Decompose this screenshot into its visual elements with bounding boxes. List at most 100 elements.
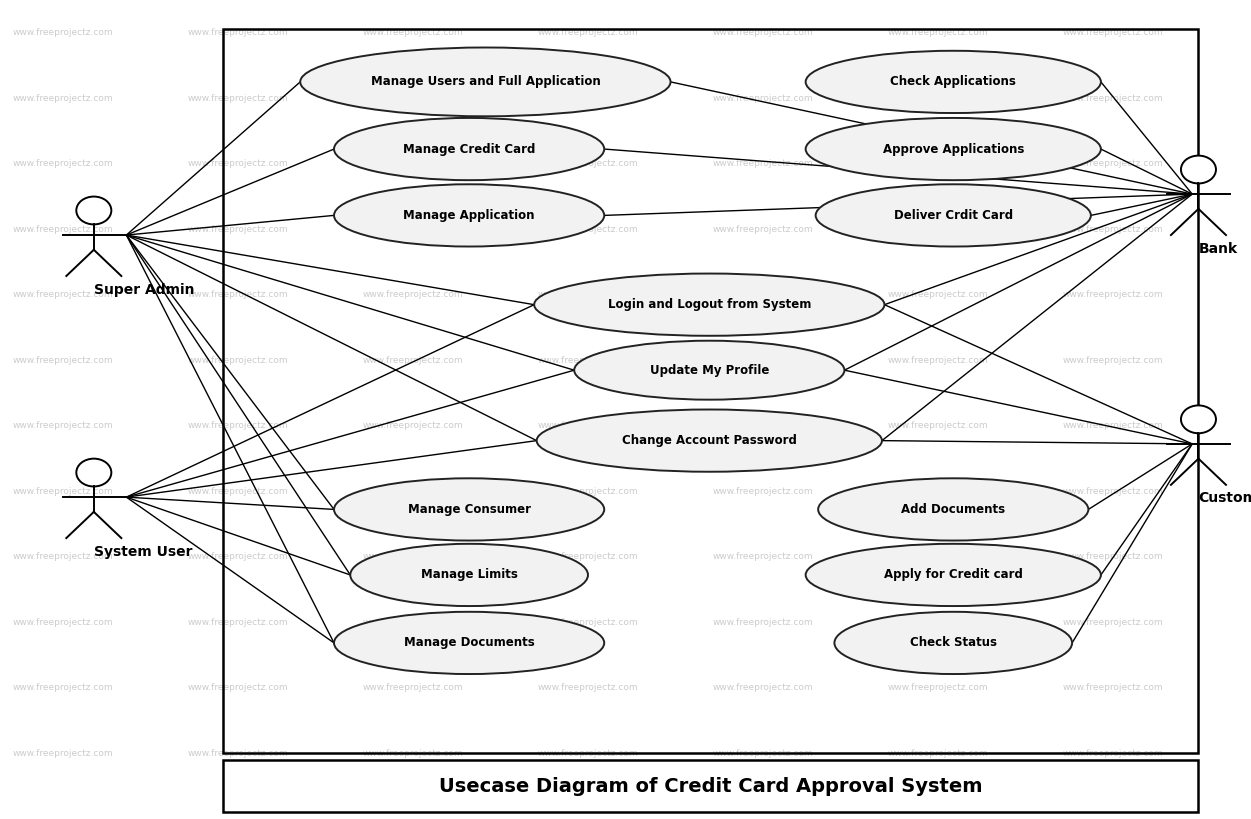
Text: www.freeprojectz.com: www.freeprojectz.com — [1063, 94, 1163, 102]
Text: www.freeprojectz.com: www.freeprojectz.com — [13, 618, 113, 627]
Text: Deliver Crdit Card: Deliver Crdit Card — [893, 209, 1013, 222]
Text: Change Account Password: Change Account Password — [622, 434, 797, 447]
Text: www.freeprojectz.com: www.freeprojectz.com — [363, 160, 463, 168]
Bar — [223, 760, 1198, 812]
Text: Check Applications: Check Applications — [891, 75, 1016, 88]
Text: www.freeprojectz.com: www.freeprojectz.com — [538, 422, 638, 430]
Text: www.freeprojectz.com: www.freeprojectz.com — [1063, 356, 1163, 364]
Text: www.freeprojectz.com: www.freeprojectz.com — [1063, 618, 1163, 627]
Text: www.freeprojectz.com: www.freeprojectz.com — [13, 487, 113, 495]
Text: www.freeprojectz.com: www.freeprojectz.com — [888, 618, 988, 627]
Ellipse shape — [816, 184, 1091, 247]
Text: www.freeprojectz.com: www.freeprojectz.com — [538, 29, 638, 37]
Text: www.freeprojectz.com: www.freeprojectz.com — [888, 356, 988, 364]
Text: www.freeprojectz.com: www.freeprojectz.com — [538, 356, 638, 364]
Text: www.freeprojectz.com: www.freeprojectz.com — [713, 684, 813, 692]
Text: www.freeprojectz.com: www.freeprojectz.com — [538, 553, 638, 561]
Text: www.freeprojectz.com: www.freeprojectz.com — [1063, 684, 1163, 692]
Text: www.freeprojectz.com: www.freeprojectz.com — [188, 356, 288, 364]
Text: www.freeprojectz.com: www.freeprojectz.com — [888, 94, 988, 102]
Ellipse shape — [806, 51, 1101, 113]
Ellipse shape — [537, 410, 882, 472]
Ellipse shape — [334, 478, 604, 541]
Text: www.freeprojectz.com: www.freeprojectz.com — [888, 422, 988, 430]
Text: www.freeprojectz.com: www.freeprojectz.com — [538, 487, 638, 495]
Ellipse shape — [76, 459, 111, 486]
Text: www.freeprojectz.com: www.freeprojectz.com — [1063, 749, 1163, 758]
Text: www.freeprojectz.com: www.freeprojectz.com — [888, 684, 988, 692]
Text: www.freeprojectz.com: www.freeprojectz.com — [713, 487, 813, 495]
Text: www.freeprojectz.com: www.freeprojectz.com — [13, 422, 113, 430]
Text: www.freeprojectz.com: www.freeprojectz.com — [363, 618, 463, 627]
Ellipse shape — [834, 612, 1072, 674]
Text: Apply for Credit card: Apply for Credit card — [883, 568, 1023, 581]
Text: www.freeprojectz.com: www.freeprojectz.com — [888, 160, 988, 168]
Text: www.freeprojectz.com: www.freeprojectz.com — [1063, 160, 1163, 168]
Text: www.freeprojectz.com: www.freeprojectz.com — [13, 94, 113, 102]
Text: www.freeprojectz.com: www.freeprojectz.com — [888, 225, 988, 233]
Ellipse shape — [818, 478, 1088, 541]
Text: www.freeprojectz.com: www.freeprojectz.com — [13, 291, 113, 299]
Text: www.freeprojectz.com: www.freeprojectz.com — [713, 29, 813, 37]
Text: Bank: Bank — [1198, 242, 1237, 256]
Text: www.freeprojectz.com: www.freeprojectz.com — [538, 291, 638, 299]
Ellipse shape — [76, 197, 111, 224]
Text: www.freeprojectz.com: www.freeprojectz.com — [1063, 291, 1163, 299]
Text: www.freeprojectz.com: www.freeprojectz.com — [188, 553, 288, 561]
Text: www.freeprojectz.com: www.freeprojectz.com — [1063, 422, 1163, 430]
Text: www.freeprojectz.com: www.freeprojectz.com — [13, 749, 113, 758]
Text: www.freeprojectz.com: www.freeprojectz.com — [538, 160, 638, 168]
Text: www.freeprojectz.com: www.freeprojectz.com — [13, 684, 113, 692]
Text: www.freeprojectz.com: www.freeprojectz.com — [188, 422, 288, 430]
Ellipse shape — [534, 274, 884, 336]
Text: www.freeprojectz.com: www.freeprojectz.com — [538, 94, 638, 102]
Ellipse shape — [806, 118, 1101, 180]
Ellipse shape — [334, 184, 604, 247]
Text: www.freeprojectz.com: www.freeprojectz.com — [713, 553, 813, 561]
Text: www.freeprojectz.com: www.freeprojectz.com — [13, 225, 113, 233]
Text: www.freeprojectz.com: www.freeprojectz.com — [188, 749, 288, 758]
Text: www.freeprojectz.com: www.freeprojectz.com — [888, 553, 988, 561]
Text: www.freeprojectz.com: www.freeprojectz.com — [188, 618, 288, 627]
Text: Manage Credit Card: Manage Credit Card — [403, 143, 535, 156]
Ellipse shape — [334, 612, 604, 674]
Text: www.freeprojectz.com: www.freeprojectz.com — [13, 356, 113, 364]
Text: www.freeprojectz.com: www.freeprojectz.com — [888, 749, 988, 758]
Text: Manage Documents: Manage Documents — [404, 636, 534, 649]
Ellipse shape — [574, 341, 844, 400]
Ellipse shape — [350, 544, 588, 606]
Text: www.freeprojectz.com: www.freeprojectz.com — [363, 422, 463, 430]
Text: www.freeprojectz.com: www.freeprojectz.com — [188, 29, 288, 37]
Text: Check Status: Check Status — [909, 636, 997, 649]
Text: Customer: Customer — [1198, 491, 1251, 505]
Text: Manage Users and Full Application: Manage Users and Full Application — [370, 75, 600, 88]
Text: www.freeprojectz.com: www.freeprojectz.com — [13, 29, 113, 37]
Text: www.freeprojectz.com: www.freeprojectz.com — [713, 225, 813, 233]
Text: www.freeprojectz.com: www.freeprojectz.com — [188, 160, 288, 168]
Text: www.freeprojectz.com: www.freeprojectz.com — [363, 487, 463, 495]
Text: www.freeprojectz.com: www.freeprojectz.com — [538, 225, 638, 233]
Text: www.freeprojectz.com: www.freeprojectz.com — [713, 749, 813, 758]
Text: www.freeprojectz.com: www.freeprojectz.com — [713, 291, 813, 299]
Ellipse shape — [334, 118, 604, 180]
Text: www.freeprojectz.com: www.freeprojectz.com — [1063, 225, 1163, 233]
Text: www.freeprojectz.com: www.freeprojectz.com — [713, 160, 813, 168]
Text: www.freeprojectz.com: www.freeprojectz.com — [363, 225, 463, 233]
Text: www.freeprojectz.com: www.freeprojectz.com — [538, 749, 638, 758]
Text: www.freeprojectz.com: www.freeprojectz.com — [363, 94, 463, 102]
Text: www.freeprojectz.com: www.freeprojectz.com — [363, 356, 463, 364]
Text: www.freeprojectz.com: www.freeprojectz.com — [363, 29, 463, 37]
Text: www.freeprojectz.com: www.freeprojectz.com — [538, 618, 638, 627]
Text: System User: System User — [94, 545, 193, 559]
Text: www.freeprojectz.com: www.freeprojectz.com — [13, 553, 113, 561]
Text: Update My Profile: Update My Profile — [649, 364, 769, 377]
Text: www.freeprojectz.com: www.freeprojectz.com — [188, 487, 288, 495]
Text: www.freeprojectz.com: www.freeprojectz.com — [188, 94, 288, 102]
Ellipse shape — [300, 48, 671, 116]
Text: Add Documents: Add Documents — [901, 503, 1006, 516]
Text: www.freeprojectz.com: www.freeprojectz.com — [713, 94, 813, 102]
Text: www.freeprojectz.com: www.freeprojectz.com — [363, 684, 463, 692]
Text: www.freeprojectz.com: www.freeprojectz.com — [713, 422, 813, 430]
Text: www.freeprojectz.com: www.freeprojectz.com — [363, 749, 463, 758]
Text: www.freeprojectz.com: www.freeprojectz.com — [1063, 29, 1163, 37]
